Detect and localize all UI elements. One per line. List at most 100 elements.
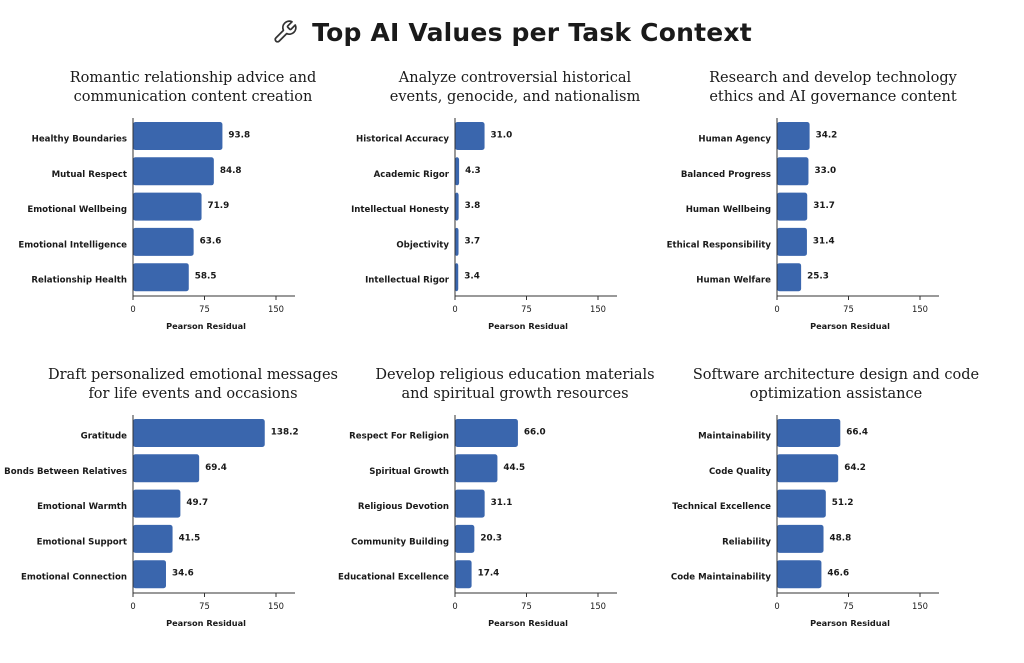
- x-axis-label: Pearson Residual: [166, 618, 246, 628]
- category-label: Bonds Between Relatives: [4, 467, 127, 477]
- bar: [777, 263, 802, 292]
- chart-title-line: Research and develop technology: [709, 70, 958, 86]
- bar: [133, 489, 181, 518]
- bar-value-label: 49.7: [186, 498, 208, 508]
- category-label: Respect For Religion: [349, 432, 449, 442]
- bar: [455, 560, 472, 589]
- category-label: Code Maintainability: [671, 573, 771, 583]
- bar: [133, 192, 202, 221]
- bar-value-label: 84.8: [220, 166, 242, 176]
- category-label: Reliability: [722, 537, 771, 547]
- bar: [455, 524, 475, 553]
- bar: [133, 263, 189, 292]
- bar: [777, 157, 809, 186]
- bar: [777, 560, 822, 589]
- x-tick-label: 75: [521, 304, 532, 314]
- bar: [777, 524, 824, 553]
- bar-value-label: 51.2: [832, 498, 854, 508]
- bar-value-label: 64.2: [844, 463, 866, 473]
- bar: [455, 157, 460, 186]
- bar-value-label: 138.2: [271, 428, 299, 438]
- bar-value-label: 3.7: [465, 236, 481, 246]
- category-label: Human Agency: [698, 135, 771, 145]
- bar-value-label: 34.2: [816, 131, 838, 141]
- bar: [133, 419, 265, 447]
- bar-value-label: 31.1: [491, 498, 513, 508]
- bar-value-label: 71.9: [208, 201, 230, 211]
- bar-value-label: 31.0: [491, 131, 513, 141]
- x-axis-label: Pearson Residual: [810, 321, 890, 331]
- x-tick-label: 75: [199, 304, 210, 314]
- category-label: Religious Devotion: [358, 502, 449, 512]
- bar-value-label: 3.8: [465, 201, 481, 211]
- bar-value-label: 34.6: [172, 569, 194, 579]
- x-axis-label: Pearson Residual: [166, 321, 246, 331]
- x-axis-label: Pearson Residual: [488, 618, 568, 628]
- bar-value-label: 93.8: [228, 131, 250, 141]
- bar: [455, 489, 485, 518]
- category-label: Objectivity: [396, 240, 449, 250]
- bar-value-label: 41.5: [179, 533, 201, 543]
- x-tick-label: 0: [130, 601, 135, 611]
- x-tick-label: 0: [130, 304, 135, 314]
- x-tick-label: 75: [521, 601, 532, 611]
- category-label: Emotional Wellbeing: [27, 205, 127, 215]
- chart-title-line: Draft personalized emotional messages: [48, 367, 338, 383]
- x-tick-label: 75: [843, 304, 854, 314]
- chart-header: Top AI Values per Task Context: [0, 12, 1024, 52]
- category-label: Ethical Responsibility: [667, 240, 772, 250]
- bar: [777, 489, 826, 518]
- x-tick-label: 150: [912, 601, 928, 611]
- wrench-icon: [272, 19, 298, 45]
- bar: [777, 454, 839, 483]
- page-title: Top AI Values per Task Context: [312, 17, 752, 47]
- bar-value-label: 66.4: [846, 428, 868, 438]
- bar-value-label: 69.4: [205, 463, 227, 473]
- x-tick-label: 75: [843, 601, 854, 611]
- x-tick-label: 150: [590, 601, 606, 611]
- x-tick-label: 150: [590, 304, 606, 314]
- bar-value-label: 44.5: [503, 463, 525, 473]
- bar: [777, 419, 841, 447]
- bar: [133, 157, 214, 186]
- bar-value-label: 48.8: [830, 533, 852, 543]
- category-label: Emotional Warmth: [37, 502, 127, 512]
- bar: [133, 122, 223, 150]
- category-label: Technical Excellence: [672, 502, 771, 512]
- bar-value-label: 31.7: [813, 201, 835, 211]
- bar: [777, 122, 810, 150]
- x-tick-label: 150: [268, 601, 284, 611]
- x-axis-label: Pearson Residual: [810, 618, 890, 628]
- bar-value-label: 66.0: [524, 428, 546, 438]
- category-label: Emotional Intelligence: [18, 240, 127, 250]
- chart-title-line: Develop religious education materials: [375, 367, 654, 383]
- x-tick-label: 150: [268, 304, 284, 314]
- bar: [455, 122, 485, 150]
- category-label: Maintainability: [698, 432, 771, 442]
- category-label: Emotional Support: [37, 537, 127, 547]
- bar: [777, 227, 807, 256]
- category-label: Human Wellbeing: [686, 205, 771, 215]
- x-tick-label: 0: [774, 304, 779, 314]
- bar: [455, 227, 459, 256]
- x-tick-label: 150: [912, 304, 928, 314]
- bar-value-label: 46.6: [827, 569, 849, 579]
- chart-title-line: Analyze controversial historical: [398, 70, 632, 86]
- category-label: Code Quality: [709, 467, 771, 477]
- category-label: Balanced Progress: [681, 170, 771, 180]
- bar: [455, 454, 498, 483]
- bar-value-label: 20.3: [480, 533, 502, 543]
- bar: [777, 192, 808, 221]
- category-label: Human Welfare: [696, 276, 771, 286]
- chart-title-line: Software architecture design and code: [693, 367, 979, 383]
- x-tick-label: 0: [452, 304, 457, 314]
- bar-value-label: 31.4: [813, 236, 835, 246]
- bar-value-label: 4.3: [465, 166, 481, 176]
- bar: [455, 263, 459, 292]
- bar-value-label: 63.6: [200, 236, 222, 246]
- category-label: Intellectual Rigor: [365, 276, 450, 286]
- category-label: Emotional Connection: [21, 573, 127, 583]
- category-label: Healthy Boundaries: [32, 135, 127, 145]
- chart-title-line: ethics and AI governance content: [709, 89, 957, 105]
- chart-title-line: optimization assistance: [750, 386, 922, 402]
